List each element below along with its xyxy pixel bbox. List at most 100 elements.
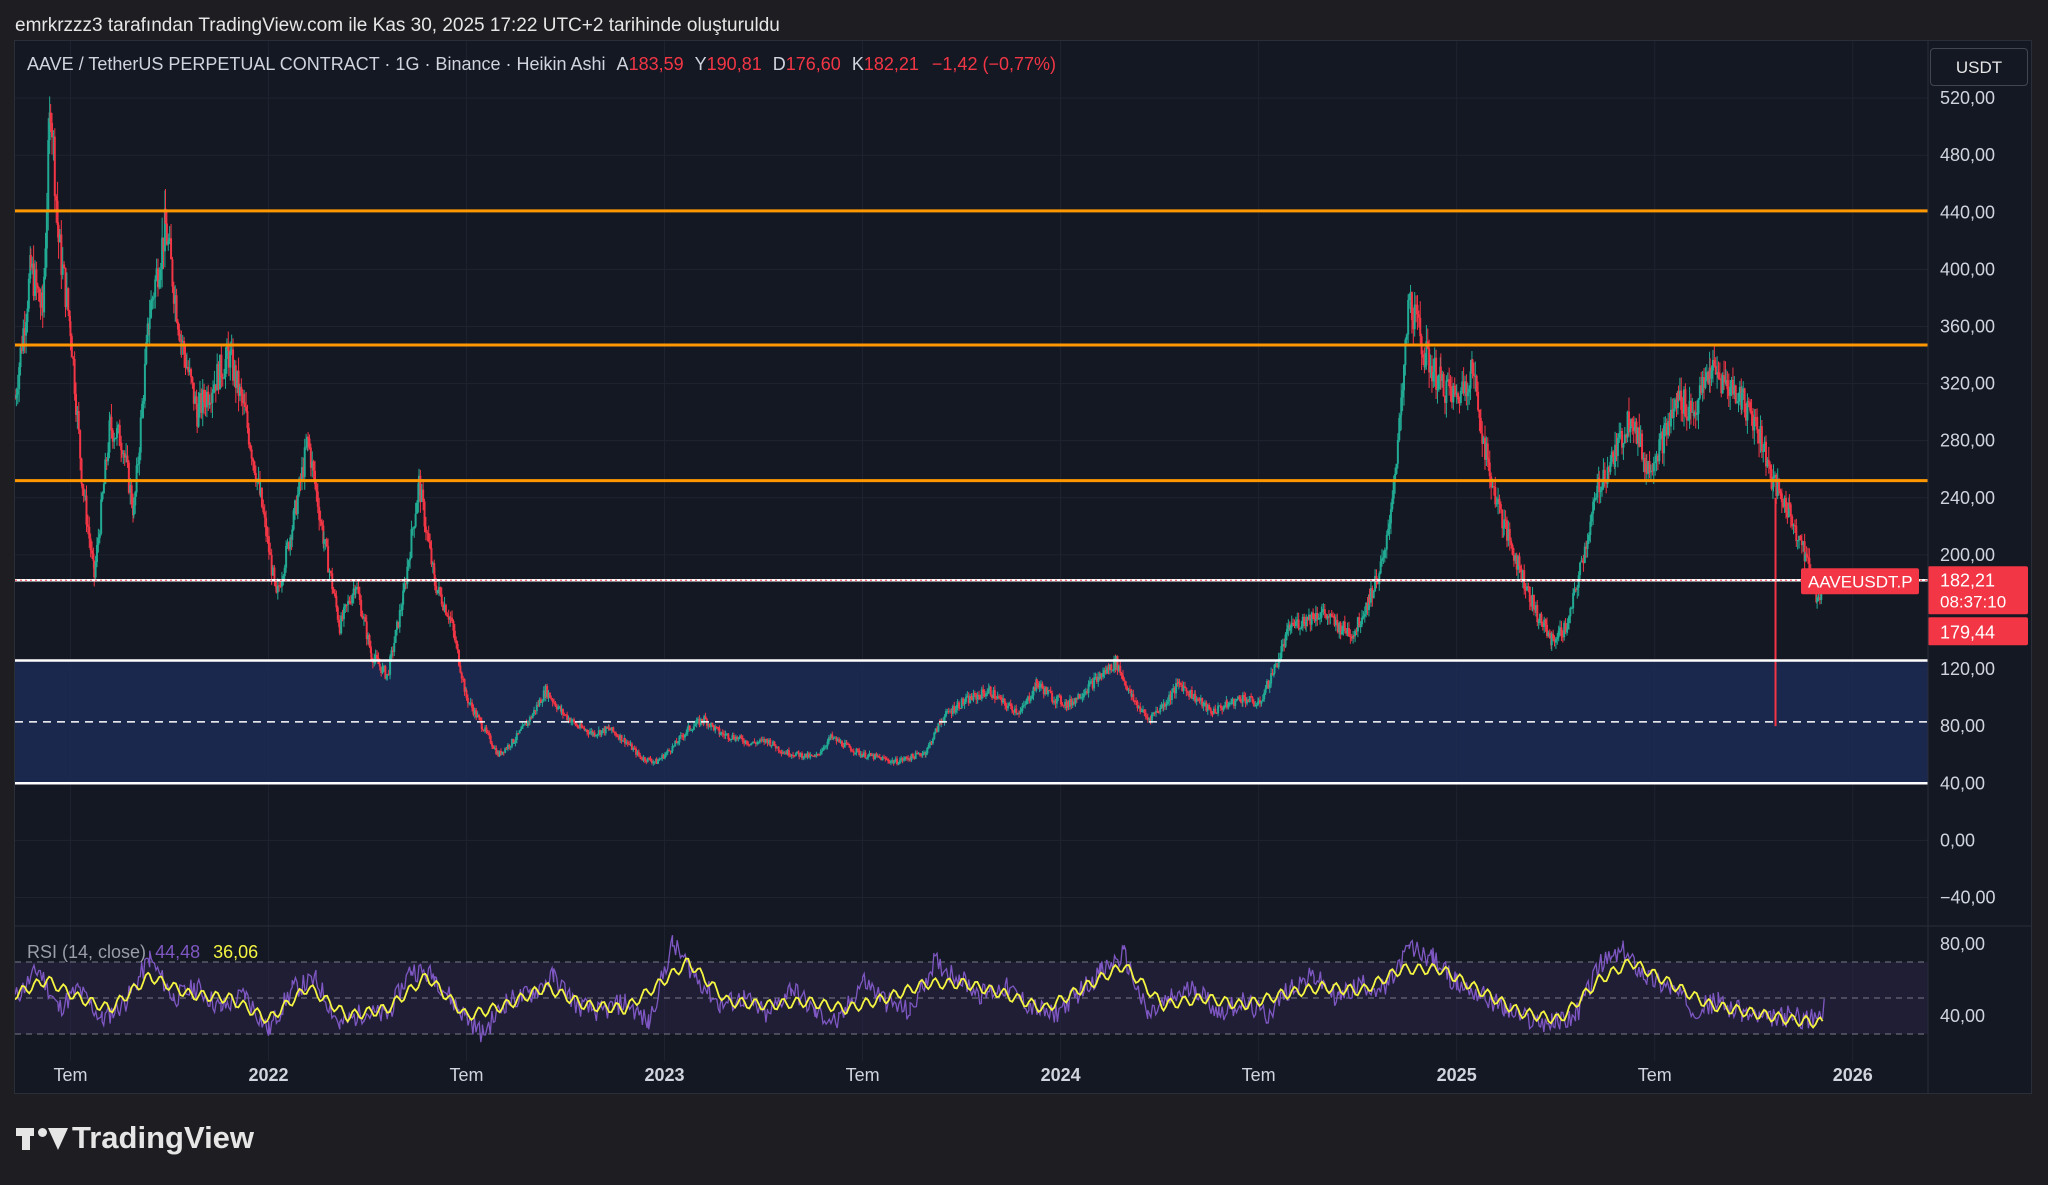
candle-body [444, 604, 447, 615]
candle-body [697, 718, 700, 721]
candle-body [369, 646, 372, 654]
candle-body [668, 750, 671, 752]
candle-body [381, 666, 384, 674]
candle-body [1197, 698, 1200, 700]
candle-body [1083, 693, 1086, 695]
time-tick-label: Tem [1242, 1065, 1276, 1085]
candle-body [1130, 694, 1133, 697]
candle-body [993, 690, 996, 699]
candle-body [958, 702, 961, 709]
candle-body [171, 259, 174, 287]
candle-body [1363, 613, 1366, 617]
candle-body [413, 526, 416, 529]
candle-body [1086, 691, 1089, 694]
candle-body [1520, 568, 1523, 580]
candle-body [127, 462, 130, 493]
candle-body [1537, 621, 1540, 623]
candle-body [525, 723, 528, 726]
candle-body [16, 389, 19, 395]
candle-body [541, 701, 544, 703]
candle-body [1107, 667, 1110, 670]
candle-body [506, 745, 509, 749]
candle-body [233, 365, 236, 381]
candle-body [324, 539, 327, 542]
candle-body [129, 485, 132, 493]
candle-body [882, 757, 885, 759]
price-tick-label: 320,00 [1940, 374, 1995, 394]
candle-body [139, 417, 142, 453]
candle-body [340, 615, 343, 634]
candle-body [1408, 298, 1411, 301]
tradingview-logo[interactable]: TradingView [16, 1120, 254, 1156]
candle-body [273, 567, 276, 581]
chart-container[interactable]: 520,00 480,00 440,00 400,00 360,00 320,00 280,… [14, 40, 2032, 1094]
candle-body [1659, 433, 1662, 440]
candle-body [538, 699, 541, 706]
candle-body [1018, 712, 1021, 714]
candle-body [191, 377, 194, 383]
rsi-label[interactable]: RSI (14, close) [27, 942, 147, 962]
candle-body [1563, 622, 1566, 638]
candle-body [1244, 697, 1247, 704]
change-value: −1,42 (−0,77%) [931, 54, 1056, 74]
candle-body [843, 742, 846, 748]
candle-body [770, 745, 773, 747]
candle-body [581, 727, 584, 729]
candle-body [1462, 381, 1465, 394]
candle-body [1376, 582, 1379, 584]
candle-body [904, 757, 907, 760]
candle-body [1507, 529, 1510, 541]
candle-body [756, 742, 759, 744]
candle-body [1753, 417, 1756, 431]
candle-body [117, 425, 120, 428]
candle-body [1576, 587, 1579, 590]
candle-body [855, 748, 858, 753]
candle-body [1778, 480, 1781, 491]
candle-body [374, 654, 377, 659]
candle-body [34, 269, 37, 296]
candle-body [517, 733, 520, 735]
candle-body [1701, 377, 1704, 393]
candle-body [1061, 704, 1064, 706]
symbol-title[interactable]: AAVE / TetherUS PERPETUAL CONTRACT · 1G … [27, 54, 606, 74]
candle-body [1518, 556, 1521, 566]
candle-body [973, 693, 976, 695]
candle-body [799, 753, 802, 757]
candle-body [869, 753, 872, 756]
candle-body [459, 665, 462, 673]
candle-body [387, 673, 390, 675]
candle-body [1743, 388, 1746, 413]
candle-body [1647, 461, 1650, 474]
currency-button[interactable]: USDT [1930, 48, 2028, 86]
candle-body [629, 743, 632, 745]
candle-body [1157, 711, 1160, 713]
candle-body [868, 753, 871, 756]
candle-body [1365, 602, 1368, 614]
candle-body [960, 698, 963, 709]
candle-body [740, 735, 743, 739]
candle-body [1725, 380, 1728, 383]
candle-body [150, 300, 153, 318]
time-tick-label: 2023 [645, 1065, 685, 1085]
candle-body [141, 403, 144, 418]
candle-body [738, 735, 741, 738]
price-chart[interactable]: 520,00 480,00 440,00 400,00 360,00 320,00 280,… [15, 41, 2031, 1093]
candle-body [553, 702, 556, 704]
candle-body [513, 742, 516, 744]
candle-body [85, 495, 88, 525]
candle-body [790, 754, 793, 756]
candle-body [134, 492, 137, 506]
candle-body [600, 730, 603, 736]
candle-body [1201, 698, 1204, 707]
candle-body [1615, 444, 1618, 456]
candle-body [1573, 589, 1576, 594]
candle-body [431, 563, 434, 565]
candle-body [1106, 667, 1109, 674]
candle-body [1306, 616, 1309, 621]
candle-body [390, 650, 393, 657]
candle-body [1704, 379, 1707, 388]
candle-body [1446, 379, 1449, 381]
candle-body [1234, 700, 1237, 706]
candle-body [1095, 676, 1098, 682]
candle-body [773, 741, 776, 746]
